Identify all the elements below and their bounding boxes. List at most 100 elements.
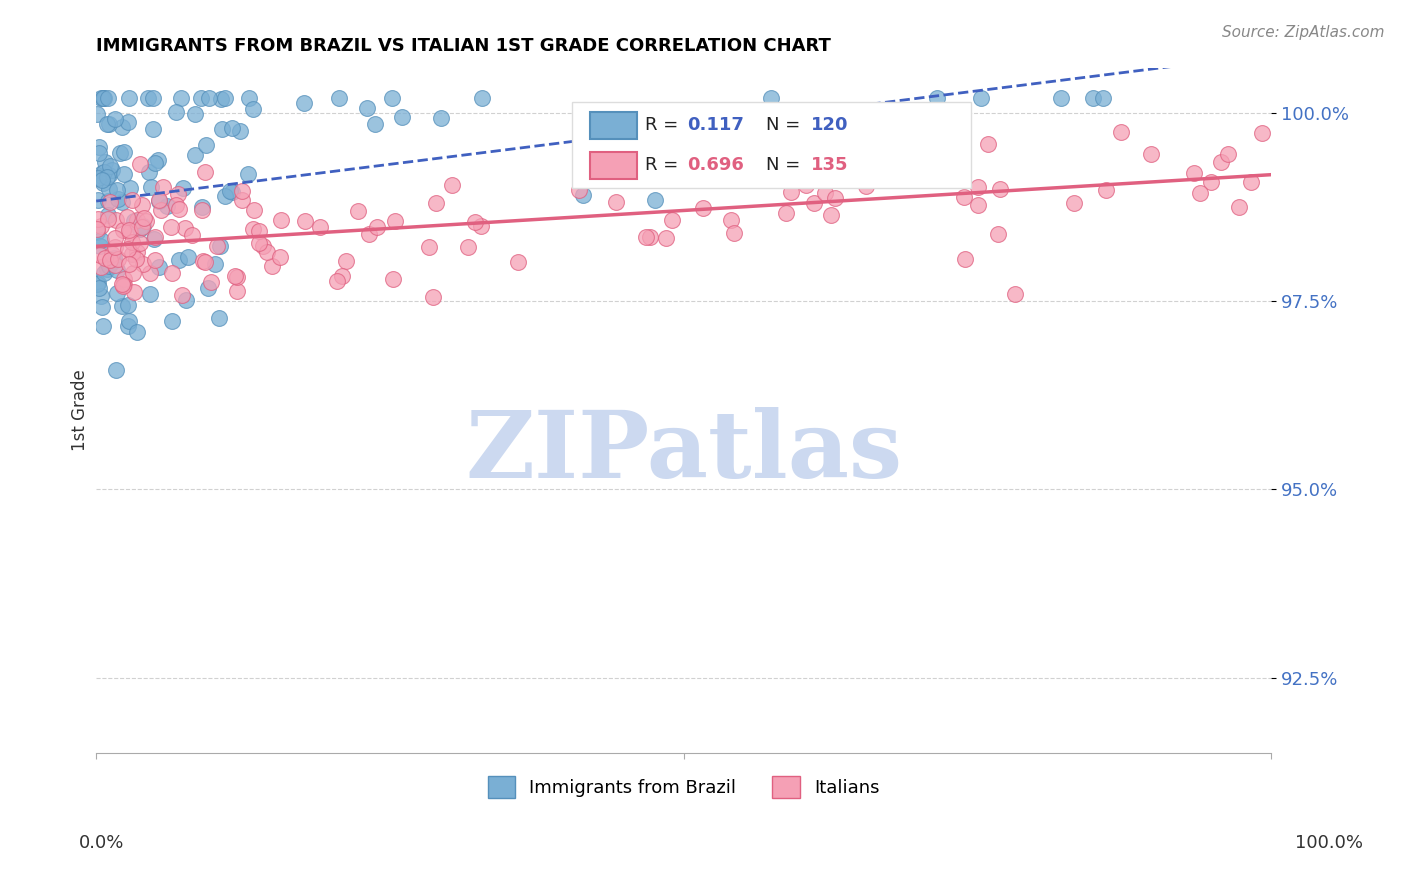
Point — [138, 165, 160, 179]
Point — [440, 178, 463, 192]
Point — [86, 106, 108, 120]
Point — [90, 91, 112, 105]
Point — [1227, 200, 1250, 214]
Point — [197, 281, 219, 295]
Point — [117, 318, 139, 333]
Point — [97, 91, 120, 105]
Point — [166, 187, 188, 202]
Point — [988, 182, 1011, 196]
Point — [226, 285, 249, 299]
Point — [464, 215, 486, 229]
Point — [122, 266, 145, 280]
Point — [172, 288, 194, 302]
Point — [101, 253, 124, 268]
Point — [104, 240, 127, 254]
Point — [855, 178, 877, 193]
FancyBboxPatch shape — [589, 112, 637, 139]
Point — [105, 263, 128, 277]
Point — [125, 252, 148, 267]
Point — [100, 255, 122, 269]
Point — [112, 272, 135, 286]
Point — [150, 203, 173, 218]
Point — [93, 165, 115, 179]
Point — [112, 223, 135, 237]
Point — [98, 194, 121, 209]
Point — [224, 268, 246, 283]
Point — [91, 318, 114, 333]
Point — [221, 186, 243, 200]
Point — [117, 115, 139, 129]
Point — [91, 91, 114, 105]
Point — [98, 252, 121, 267]
Point — [457, 240, 479, 254]
Point — [1092, 91, 1115, 105]
Point — [572, 187, 595, 202]
Point — [100, 247, 122, 261]
Point — [98, 182, 121, 196]
Point — [167, 202, 190, 216]
Point — [93, 251, 115, 265]
Point — [97, 209, 120, 223]
Point — [160, 314, 183, 328]
Point — [139, 287, 162, 301]
Point — [242, 222, 264, 236]
Point — [98, 168, 121, 182]
Point — [90, 260, 112, 274]
Point — [143, 252, 166, 267]
Point — [191, 203, 214, 218]
Point — [89, 146, 111, 161]
Point — [359, 227, 381, 241]
Point — [381, 91, 404, 105]
Point — [1251, 126, 1274, 140]
Point — [134, 211, 156, 225]
FancyBboxPatch shape — [572, 103, 972, 188]
Point — [91, 177, 114, 191]
Text: 0.117: 0.117 — [688, 116, 744, 134]
Point — [294, 214, 316, 228]
Point — [131, 198, 153, 212]
Point — [131, 219, 153, 234]
Point — [91, 169, 114, 183]
Point — [93, 266, 115, 280]
Point — [105, 362, 128, 376]
Point — [97, 212, 120, 227]
Point — [1083, 91, 1105, 105]
Point — [180, 228, 202, 243]
Point — [471, 91, 494, 105]
Point — [655, 231, 678, 245]
Point — [967, 198, 990, 212]
Text: 120: 120 — [810, 116, 848, 134]
Point — [87, 170, 110, 185]
Point — [174, 221, 197, 235]
Point — [1140, 147, 1163, 161]
Point — [720, 213, 742, 227]
Point — [269, 250, 291, 264]
Point — [605, 194, 627, 209]
Point — [226, 270, 249, 285]
Point — [87, 276, 110, 290]
Legend: Immigrants from Brazil, Italians: Immigrants from Brazil, Italians — [481, 769, 887, 805]
Point — [148, 153, 170, 168]
Point — [101, 163, 124, 178]
Point — [211, 122, 233, 136]
Point — [209, 92, 232, 106]
Point — [221, 120, 243, 135]
Point — [195, 138, 218, 153]
Point — [142, 121, 165, 136]
Point — [208, 238, 231, 252]
Point — [91, 166, 114, 180]
Point — [879, 162, 901, 177]
Point — [384, 214, 406, 228]
Point — [93, 91, 115, 105]
Point — [200, 275, 222, 289]
Point — [96, 170, 118, 185]
Point — [256, 244, 278, 259]
Point — [194, 165, 217, 179]
Point — [247, 224, 270, 238]
Point — [170, 91, 193, 105]
Point — [927, 91, 949, 105]
Point — [229, 124, 252, 138]
Text: R =: R = — [645, 116, 683, 134]
Point — [148, 194, 170, 208]
Point — [262, 259, 284, 273]
